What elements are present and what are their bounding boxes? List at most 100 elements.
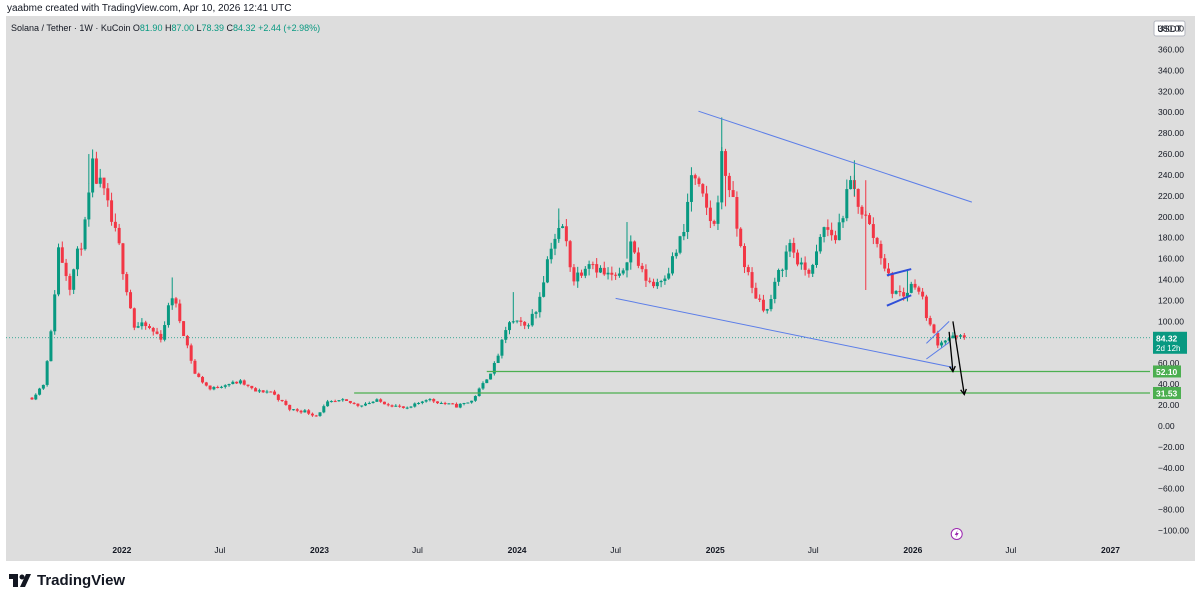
- candle-body: [913, 283, 917, 288]
- candle-body: [667, 273, 671, 279]
- candle-body: [799, 262, 803, 265]
- candle-body: [849, 180, 853, 190]
- candle-body: [405, 407, 409, 409]
- y-tick-label: 220.00: [1158, 191, 1184, 201]
- trendline: [926, 341, 950, 360]
- candle-body: [113, 221, 117, 228]
- candle-body: [151, 327, 155, 332]
- candle-body: [940, 342, 944, 346]
- candle-body: [576, 272, 580, 282]
- candle-body: [72, 269, 76, 290]
- y-tick-label: 300.00: [1158, 107, 1184, 117]
- candle-body: [788, 242, 792, 252]
- candle-body: [811, 264, 815, 274]
- candle-body: [674, 252, 678, 257]
- projection-arrow: [952, 321, 965, 395]
- candle-body: [303, 410, 307, 413]
- channel-line: [886, 268, 912, 277]
- last-price-tag: [1153, 331, 1187, 354]
- candle-body: [185, 335, 189, 346]
- candle-body: [91, 158, 95, 193]
- candle-body: [924, 296, 928, 319]
- x-tick-label: 2023: [310, 545, 329, 555]
- candle-body: [98, 177, 102, 184]
- candle-body: [34, 394, 38, 400]
- candle-body: [909, 283, 913, 293]
- candle-body: [837, 222, 841, 241]
- candle-body: [561, 226, 565, 229]
- x-tick-label: Jul: [808, 545, 819, 555]
- candle-body: [356, 403, 360, 406]
- chart-frame[interactable]: [6, 16, 1195, 561]
- candle-body: [447, 403, 451, 405]
- candle-body: [117, 227, 121, 244]
- candle-body: [549, 248, 553, 260]
- level-price-tag: [1153, 365, 1181, 378]
- x-tick-label: Jul: [1005, 545, 1016, 555]
- candle-body: [830, 229, 834, 236]
- candle-body: [943, 340, 947, 343]
- candle-body: [462, 402, 466, 404]
- candle-body: [307, 410, 311, 414]
- candle-body: [746, 267, 750, 273]
- candle-body: [269, 391, 273, 393]
- candle-body: [773, 281, 777, 300]
- brand-name: TradingView: [37, 572, 126, 589]
- y-tick-label: 20.00: [1158, 400, 1180, 410]
- trendline: [926, 321, 950, 344]
- currency-label: USDT: [1157, 24, 1182, 34]
- y-tick-label: 60.00: [1158, 358, 1180, 368]
- candle-body: [822, 227, 826, 237]
- candle-body: [451, 403, 455, 405]
- candle-body: [201, 376, 205, 383]
- candle-body: [614, 274, 618, 276]
- candle-body: [360, 405, 364, 407]
- y-tick-label: 160.00: [1158, 254, 1184, 264]
- candle-body: [276, 394, 280, 400]
- candle-body: [617, 273, 621, 276]
- candle-body: [727, 175, 731, 191]
- trendline: [698, 110, 973, 203]
- candle-body: [45, 361, 49, 385]
- y-tick-label: 100.00: [1158, 316, 1184, 326]
- candle-body: [398, 405, 402, 407]
- candle-body: [648, 280, 652, 282]
- candle-body: [856, 188, 860, 207]
- candle-body: [841, 218, 845, 223]
- candle-body: [542, 282, 546, 297]
- candle-body: [238, 380, 242, 384]
- candle-body: [295, 409, 299, 411]
- candle-body: [492, 362, 496, 374]
- candle-body: [606, 272, 610, 275]
- candle-body: [314, 415, 318, 417]
- candle-body: [420, 401, 424, 403]
- candle-body: [458, 403, 462, 408]
- candle-body: [780, 269, 784, 271]
- lightning-icon: [954, 530, 959, 538]
- channel-line: [886, 294, 912, 307]
- candle-body: [769, 299, 773, 310]
- candle-body: [572, 267, 576, 282]
- y-tick-label: 180.00: [1158, 233, 1184, 243]
- candle-body: [432, 399, 436, 402]
- candle-body: [633, 241, 637, 253]
- y-tick-label: 320.00: [1158, 86, 1184, 96]
- candle-body: [212, 386, 216, 390]
- candle-body: [166, 305, 170, 326]
- candle-body: [318, 412, 322, 416]
- candle-body: [640, 265, 644, 270]
- candle-body: [322, 406, 326, 413]
- candle-body: [477, 388, 481, 397]
- candle-body: [53, 294, 57, 332]
- candle-body: [731, 190, 735, 198]
- candle-body: [890, 273, 894, 294]
- candle-body: [144, 322, 148, 327]
- candle-body: [87, 192, 91, 220]
- candle-body: [955, 335, 959, 337]
- candle-body: [473, 396, 477, 401]
- candle-body: [894, 290, 898, 294]
- candle-body: [428, 399, 432, 401]
- candle-body: [485, 379, 489, 384]
- brand-logo[interactable]: TradingView: [9, 572, 125, 589]
